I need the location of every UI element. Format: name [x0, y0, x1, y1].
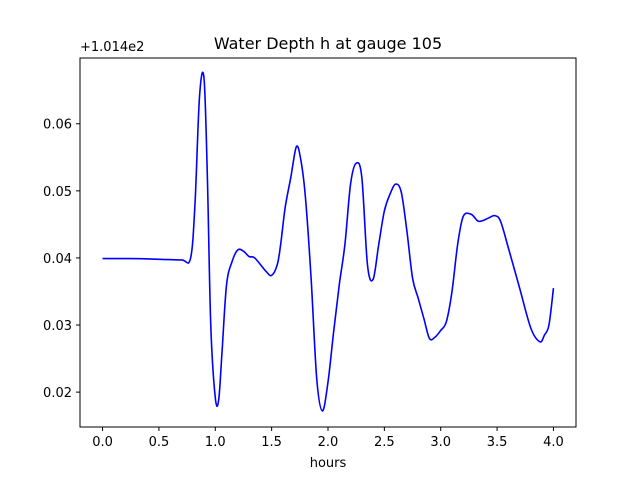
x-axis-label: hours [310, 456, 347, 471]
plot-area: 0.0 0.5 1.0 1.5 2.0 2.5 3.0 3.5 4.0 0.02 0.03 0.04 0… [43, 57, 577, 450]
x-tick-label: 4.0 [543, 435, 564, 450]
x-tick-label: 0.0 [92, 435, 113, 450]
x-tick-label: 2.0 [318, 435, 339, 450]
x-tick-label: 3.5 [487, 435, 508, 450]
y-tick-label: 0.03 [43, 319, 72, 334]
y-tick-label: 0.04 [43, 252, 72, 267]
series-line-0 [102, 71, 555, 412]
x-tick-label: 1.5 [261, 435, 282, 450]
y-offset-label: +1.014e2 [80, 40, 144, 55]
y-tick-label: 0.02 [43, 386, 72, 401]
chart-title: Water Depth h at gauge 105 [214, 34, 442, 53]
y-tick-label: 0.05 [43, 185, 72, 200]
x-tick-label: 0.5 [149, 435, 170, 450]
x-tick-label: 1.0 [205, 435, 226, 450]
y-tick-label: 0.06 [43, 118, 72, 133]
x-tick-label: 3.0 [430, 435, 451, 450]
plot-frame [79, 57, 577, 428]
x-tick-label: 2.5 [374, 435, 395, 450]
